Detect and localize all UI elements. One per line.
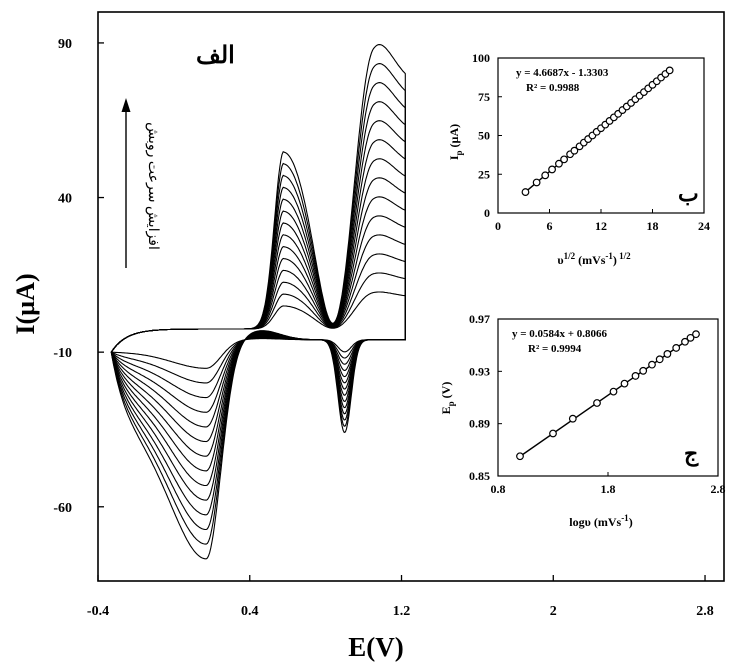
inset-c-panel-label: ج <box>684 441 699 467</box>
inset-b-equation: y = 4.6687x - 1.3303 <box>516 67 609 79</box>
inset-b-point <box>532 178 541 187</box>
inset-b-r2: R² = 0.9988 <box>526 82 580 94</box>
inset-b-point <box>555 159 563 168</box>
inset-c-marks: 0.8 1.8 2.8 0.85 0.89 0.93 0.97 <box>469 312 726 496</box>
inset-c-point <box>516 452 524 461</box>
inset-b-x-tick-label: 0 <box>495 219 501 233</box>
inset-c-y-tick-label: 0.89 <box>469 417 490 431</box>
inset-b-panel-label: ب <box>678 181 699 206</box>
main-y-tick-label: 40 <box>58 192 72 207</box>
cv-curve <box>110 44 406 560</box>
inset-c-x-tick-label: 1.8 <box>601 482 616 496</box>
inset-c-point <box>692 330 700 339</box>
inset-c-x-axis-title: logυ (mVs-1) <box>569 513 632 529</box>
main-y-tick-label: -60 <box>53 501 72 516</box>
inset-b-x-tick-label: 18 <box>647 219 659 233</box>
inset-c-point <box>672 344 681 352</box>
main-axis-ticks: 90 40 -10 -60 -0.4 0.4 1.2 2 2.8 <box>53 37 713 619</box>
scan-rate-annotation: افزایش سرعت روبش <box>145 122 160 250</box>
inset-b-frame <box>497 57 705 214</box>
inset-b-x-tick-label: 12 <box>595 219 607 233</box>
inset-c-y-tick-label: 0.85 <box>469 469 490 483</box>
inset-c-y-tick-label: 0.97 <box>469 312 490 326</box>
inset-c-point <box>593 399 601 407</box>
inset-b-point <box>665 66 674 75</box>
inset-b-y-tick-label: 25 <box>478 167 490 181</box>
cv-curves <box>110 44 406 560</box>
inset-b-y-tick-label: 0 <box>484 206 490 220</box>
inset-c-point <box>568 414 577 423</box>
main-x-tick-label: 1.2 <box>393 604 411 619</box>
inset-c-point <box>648 360 656 369</box>
inset-c-x-tick-label: 0.8 <box>491 482 506 496</box>
inset-c-point <box>620 379 629 388</box>
main-y-axis-title: I(µA) <box>11 273 40 334</box>
inset-c-point <box>655 355 664 364</box>
inset-b-x-tick-label: 6 <box>547 219 553 233</box>
main-x-tick-label: 2 <box>550 604 557 619</box>
inset-b-point <box>521 188 530 196</box>
inset-b-point <box>560 155 568 164</box>
inset-b-y-tick-label: 100 <box>472 51 490 65</box>
inset-b-point <box>541 171 550 180</box>
inset-c-y-tick-label: 0.93 <box>469 364 490 378</box>
inset-c-point <box>681 337 689 346</box>
main-y-tick-label: 90 <box>58 37 72 52</box>
inset-c: 0.8 1.8 2.8 0.85 0.89 0.93 0.97 y = 0.0584x + … <box>439 312 726 529</box>
inset-b-point <box>548 165 556 174</box>
inset-c-point <box>639 366 648 375</box>
inset-c-point <box>549 429 557 438</box>
inset-b-x-axis-title: υ1/2 (mVs-1) 1/2 <box>557 251 631 267</box>
inset-b-x-tick-label: 24 <box>698 219 710 233</box>
main-panel-label: الف <box>196 43 235 69</box>
inset-c-point <box>631 372 640 380</box>
inset-c-point <box>663 350 672 358</box>
inset-c-r2: R² = 0.9994 <box>528 343 582 355</box>
inset-b-y-axis-title: Ip (µA) <box>447 124 464 160</box>
main-x-tick-label: 2.8 <box>696 604 714 619</box>
inset-b-marks: 0 6 12 18 24 0 25 50 75 100 <box>472 51 710 233</box>
inset-c-x-tick-label: 2.8 <box>711 482 726 496</box>
inset-c-point <box>609 387 618 396</box>
inset-c-point <box>686 333 695 342</box>
scan-rate-arrow <box>121 98 131 268</box>
inset-c-equation: y = 0.0584x + 0.8066 <box>512 328 608 340</box>
main-x-axis-title: E(V) <box>348 632 404 662</box>
main-x-tick-label: 0.4 <box>241 604 259 619</box>
inset-b-point <box>570 146 579 155</box>
inset-b-y-tick-label: 75 <box>478 90 490 104</box>
inset-b-y-tick-label: 50 <box>478 129 490 143</box>
main-y-tick-label: -10 <box>53 346 72 361</box>
main-x-tick-label: -0.4 <box>87 604 109 619</box>
